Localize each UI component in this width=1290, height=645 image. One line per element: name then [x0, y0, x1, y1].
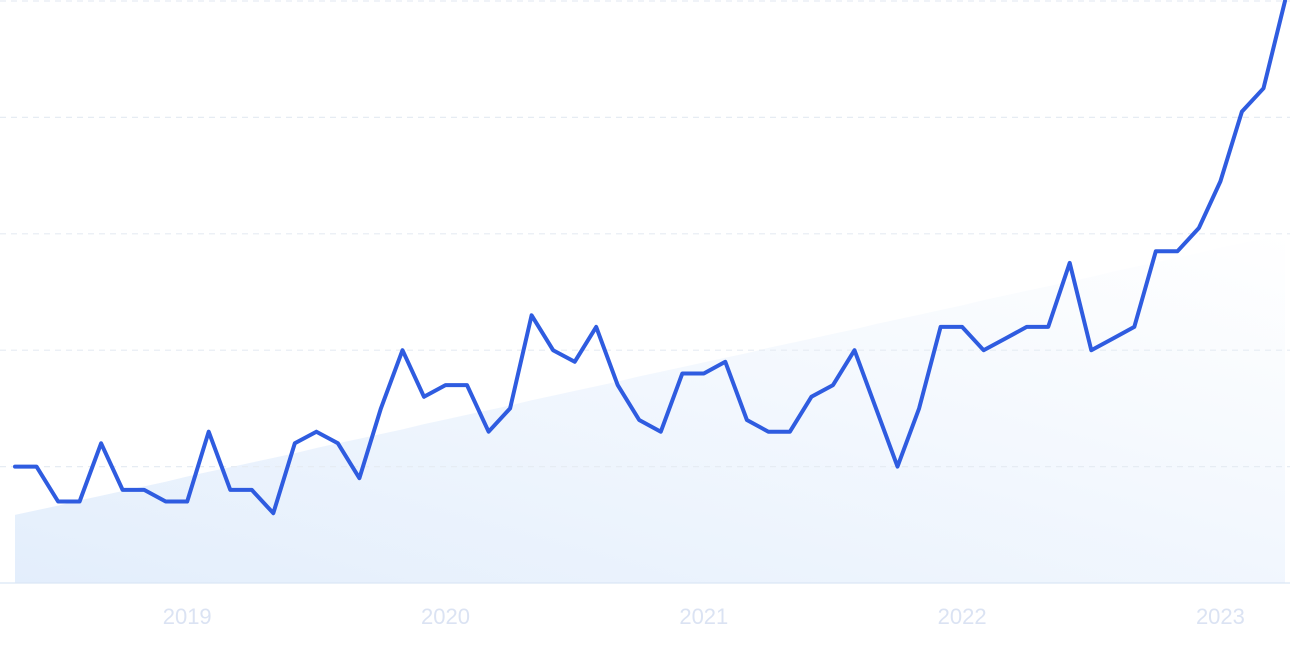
x-tick-label: 2023 [1196, 604, 1245, 629]
trend-area [15, 233, 1285, 584]
trend-line [13, 0, 1287, 516]
x-tick-label: 2020 [421, 604, 470, 629]
x-tick-label: 2022 [938, 604, 987, 629]
x-tick-label: 2021 [679, 604, 728, 629]
x-tick-label: 2019 [163, 604, 212, 629]
